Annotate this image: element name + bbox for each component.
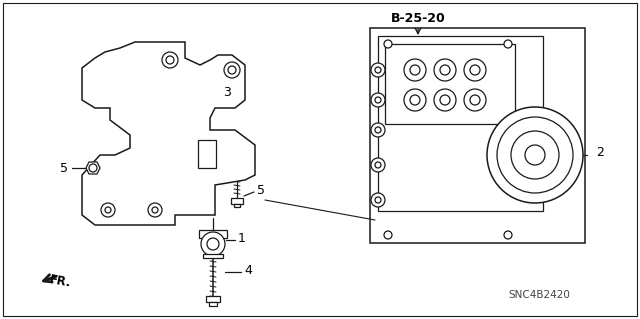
Circle shape [375, 97, 381, 103]
Circle shape [434, 59, 456, 81]
Text: 4: 4 [244, 263, 252, 277]
Circle shape [511, 131, 559, 179]
Circle shape [434, 89, 456, 111]
Bar [203, 254, 223, 258]
Circle shape [464, 89, 486, 111]
Circle shape [201, 232, 225, 256]
Circle shape [228, 66, 236, 74]
Circle shape [148, 203, 162, 217]
Circle shape [371, 63, 385, 77]
Circle shape [371, 193, 385, 207]
Circle shape [89, 164, 97, 172]
Circle shape [525, 145, 545, 165]
Circle shape [152, 207, 158, 213]
Bar [385, 44, 515, 124]
Circle shape [504, 231, 512, 239]
Circle shape [375, 162, 381, 168]
Text: SNC4B2420: SNC4B2420 [508, 290, 570, 300]
Text: B-25-20: B-25-20 [390, 11, 445, 25]
Bar [234, 204, 240, 207]
Circle shape [487, 107, 583, 203]
Bar [198, 140, 216, 168]
Circle shape [384, 231, 392, 239]
Bar [199, 230, 227, 238]
Text: FR.: FR. [48, 273, 72, 289]
Circle shape [371, 93, 385, 107]
Circle shape [371, 123, 385, 137]
Polygon shape [82, 42, 255, 225]
Circle shape [404, 59, 426, 81]
Circle shape [101, 203, 115, 217]
Bar [231, 198, 243, 204]
Circle shape [371, 158, 385, 172]
Text: 1: 1 [238, 232, 246, 244]
Text: 5: 5 [257, 183, 265, 197]
Circle shape [166, 56, 174, 64]
Circle shape [440, 95, 450, 105]
Polygon shape [86, 162, 100, 174]
Text: 5: 5 [60, 161, 68, 174]
Circle shape [384, 40, 392, 48]
Circle shape [105, 207, 111, 213]
Circle shape [440, 65, 450, 75]
Circle shape [464, 59, 486, 81]
Bar [370, 28, 585, 243]
Circle shape [224, 62, 240, 78]
Circle shape [497, 117, 573, 193]
Bar [209, 302, 217, 306]
Circle shape [410, 95, 420, 105]
Circle shape [470, 65, 480, 75]
Bar [378, 36, 543, 211]
Circle shape [207, 238, 219, 250]
Text: 3: 3 [223, 85, 231, 99]
Text: 2: 2 [596, 145, 604, 159]
Circle shape [375, 197, 381, 203]
Bar [206, 296, 220, 302]
Circle shape [504, 40, 512, 48]
Circle shape [375, 67, 381, 73]
Circle shape [470, 95, 480, 105]
Circle shape [410, 65, 420, 75]
Circle shape [162, 52, 178, 68]
Circle shape [375, 127, 381, 133]
Circle shape [404, 89, 426, 111]
